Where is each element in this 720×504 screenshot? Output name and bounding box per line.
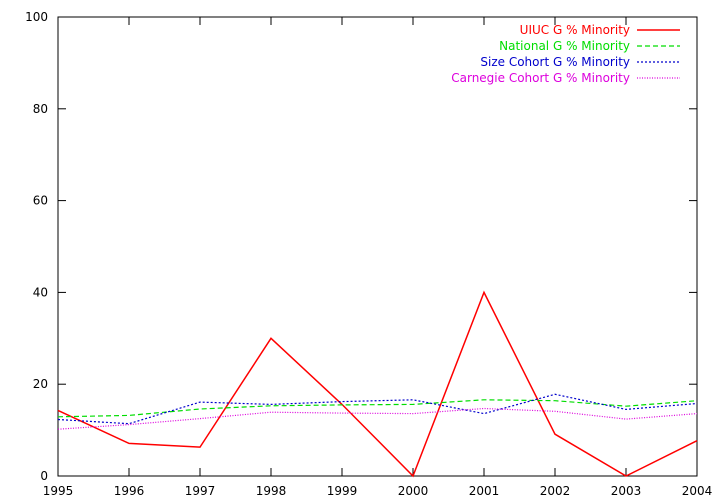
x-tick-label: 2001: [469, 484, 500, 498]
x-tick-label: 2004: [682, 484, 713, 498]
series-line-2: [57, 399, 698, 418]
x-tick-label: 1996: [114, 484, 145, 498]
y-tick-label: 20: [33, 377, 48, 391]
x-tick-label: 2000: [398, 484, 429, 498]
series-line-3: [57, 393, 698, 425]
plot-frame: [57, 16, 698, 477]
x-tick-label: 1999: [327, 484, 358, 498]
legend-label-4: Carnegie Cohort G % Minority: [451, 71, 630, 85]
x-tick-label: 2003: [611, 484, 642, 498]
legend-label-1: UIUC G % Minority: [520, 23, 630, 37]
y-tick-label: 0: [40, 469, 48, 483]
series-line-1: [57, 290, 698, 478]
x-tick-label: 1998: [256, 484, 287, 498]
legend-label-2: National G % Minority: [499, 39, 630, 53]
x-tick-label: 2002: [540, 484, 571, 498]
x-tick-label: 1995: [43, 484, 74, 498]
legend: UIUC G % Minority National G % Minority Si…: [451, 23, 680, 85]
axis-ticks: 0 20 40 60 80 100 1995 1996 1997 1998 1999 2000 2001…: [25, 10, 712, 498]
y-tick-label: 60: [33, 194, 48, 208]
series-group: [57, 290, 698, 478]
y-tick-label: 80: [33, 102, 48, 116]
y-tick-label: 40: [33, 285, 48, 299]
legend-label-3: Size Cohort G % Minority: [480, 55, 630, 69]
series-line-4: [57, 407, 698, 430]
x-tick-label: 1997: [185, 484, 216, 498]
y-tick-label: 100: [25, 10, 48, 24]
